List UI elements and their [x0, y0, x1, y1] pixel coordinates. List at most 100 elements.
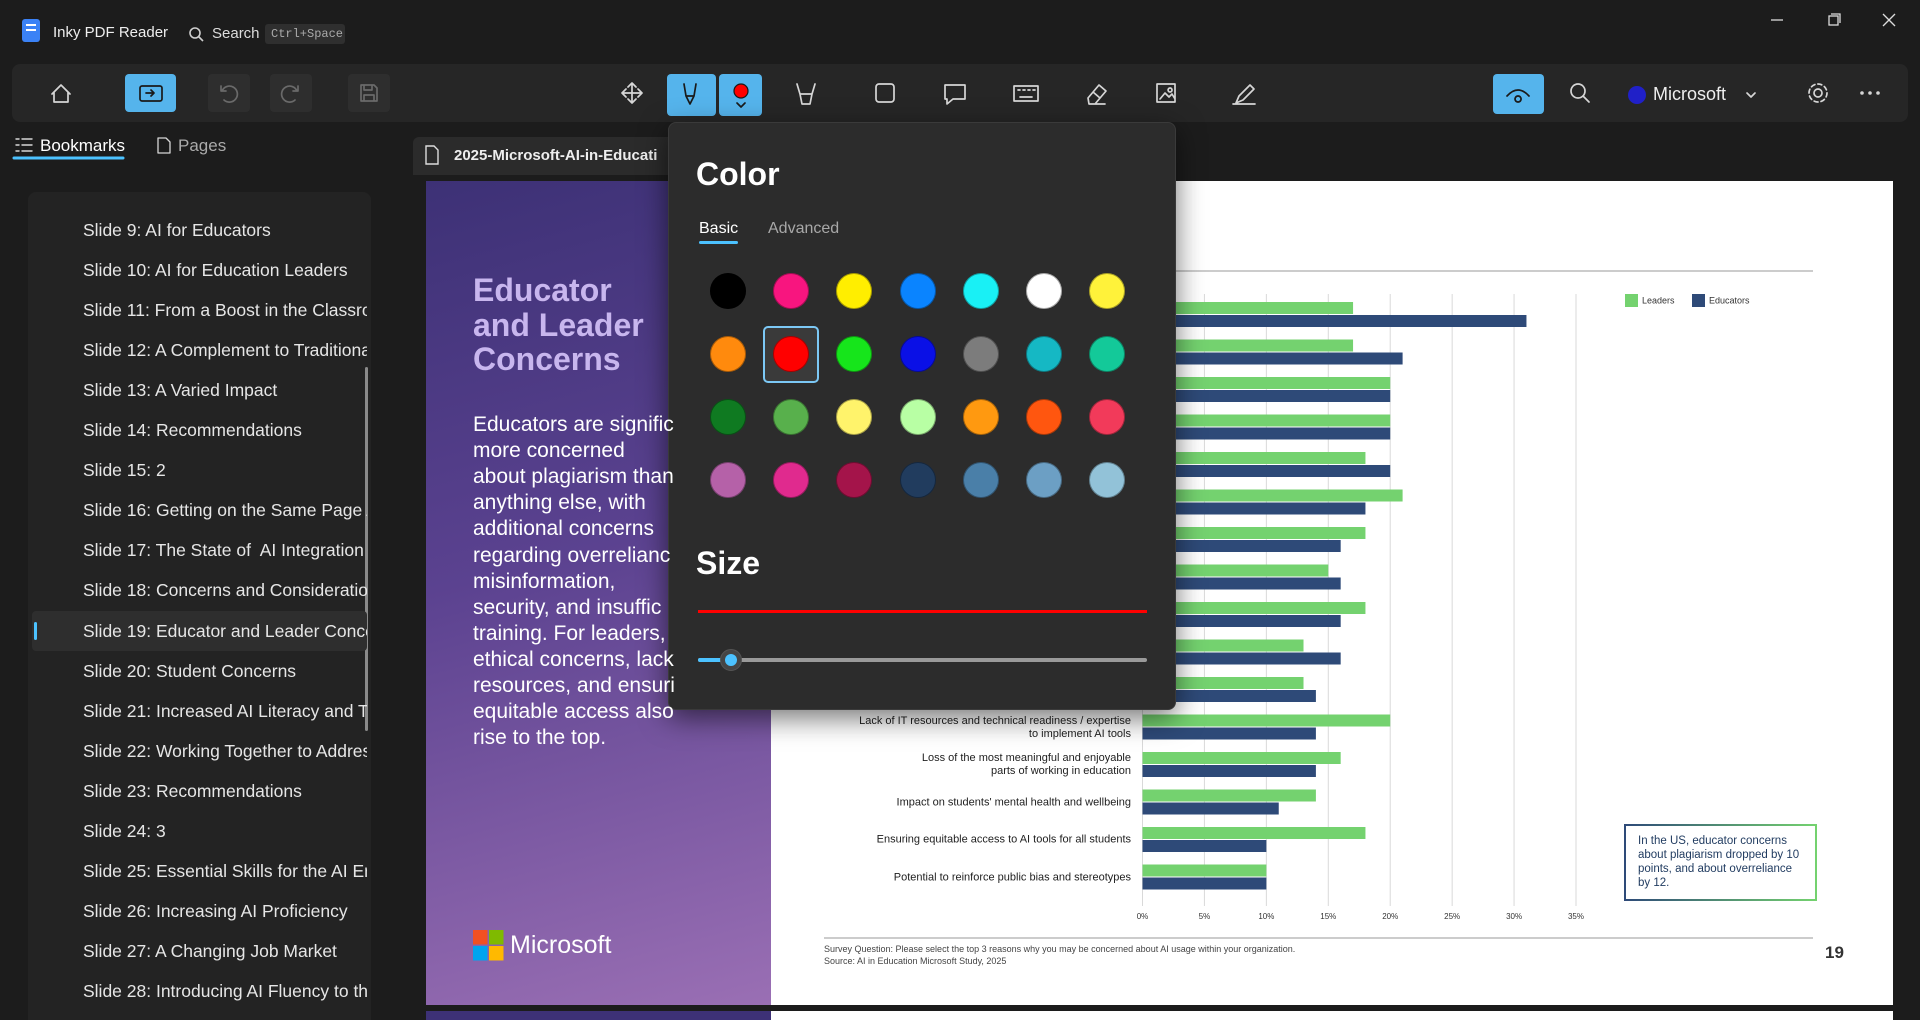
category-label: Ensuring equitable access to AI tools fo…: [876, 833, 1131, 846]
bar: [1142, 577, 1341, 590]
bookmark-item[interactable]: Slide 15: 2: [83, 460, 166, 481]
color-swatch[interactable]: [836, 399, 873, 435]
color-swatch[interactable]: [962, 399, 999, 435]
view-mode-button[interactable]: [1493, 74, 1544, 114]
popup-tab-underline: [699, 241, 738, 244]
color-swatch[interactable]: [1026, 273, 1062, 309]
bookmark-item[interactable]: Slide 16: Getting on the Same Page A: [83, 500, 367, 521]
sidebar-tab[interactable]: Bookmarks: [40, 136, 126, 155]
color-swatch[interactable]: [773, 462, 810, 498]
bar: [1142, 765, 1316, 777]
sidebar-tab[interactable]: Pages: [178, 136, 227, 155]
color-swatch[interactable]: [710, 399, 746, 435]
color-swatch[interactable]: [1026, 462, 1062, 498]
popup-tab[interactable]: Advanced: [768, 220, 840, 237]
bookmark-item[interactable]: Slide 22: Working Together to Addres: [83, 740, 367, 761]
size-slider-track[interactable]: [698, 658, 1147, 662]
color-swatch[interactable]: [836, 273, 873, 309]
color-swatch[interactable]: [899, 336, 936, 372]
bookmark-item[interactable]: Slide 26: Increasing AI Proficiency: [83, 900, 348, 921]
highlighter-tool[interactable]: [796, 83, 816, 105]
bookmark-item[interactable]: Slide 13: A Varied Impact: [83, 380, 278, 401]
bookmark-item[interactable]: Slide 21: Increased AI Literacy and Tra: [83, 700, 367, 721]
bar: [1142, 540, 1341, 552]
bookmark-item[interactable]: Slide 10: AI for Education Leaders: [83, 260, 348, 281]
color-swatch[interactable]: [962, 462, 999, 498]
undo-button[interactable]: [220, 85, 239, 103]
color-swatch[interactable]: [1089, 399, 1126, 435]
bookmark-item[interactable]: Slide 17: The State of AI Integration: [83, 540, 364, 561]
bar: [1142, 864, 1267, 877]
color-swatch[interactable]: [773, 273, 810, 309]
bar: [1142, 427, 1391, 440]
bookmark-item[interactable]: Slide 18: Concerns and Consideration: [83, 580, 367, 601]
color-swatch[interactable]: [773, 399, 810, 435]
shape-tool[interactable]: [875, 83, 895, 103]
document-tab[interactable]: [413, 137, 713, 175]
color-swatch[interactable]: [710, 273, 746, 309]
search-box[interactable]: Search: [212, 25, 260, 42]
color-swatch[interactable]: [773, 336, 810, 372]
body-line: about plagiarism than: [473, 465, 674, 489]
bar: [1142, 339, 1354, 352]
bar: [1142, 564, 1329, 577]
color-swatch[interactable]: [962, 336, 999, 372]
popup-tab[interactable]: Basic: [699, 220, 739, 237]
eraser-tool[interactable]: [1087, 84, 1107, 105]
bookmark-item[interactable]: Slide 19: Educator and Leader Concer: [83, 620, 367, 641]
bookmark-item[interactable]: Slide 23: Recommendations: [83, 780, 302, 801]
color-swatch[interactable]: [710, 336, 746, 372]
pen-tool-active[interactable]: [667, 74, 716, 116]
image-tool[interactable]: [1156, 83, 1176, 103]
bookmark-item[interactable]: Slide 24: 3: [83, 820, 166, 841]
bookmark-item[interactable]: Slide 11: From a Boost in the Classroo: [83, 300, 367, 321]
color-swatch[interactable]: [962, 273, 999, 309]
color-swatch[interactable]: [1026, 336, 1062, 372]
chart-annotation: In the US, educator concerns about plagi…: [1624, 824, 1817, 901]
bookmark-item[interactable]: Slide 27: A Changing Job Market: [83, 940, 337, 961]
comment-tool[interactable]: [944, 84, 966, 105]
save-button[interactable]: [360, 84, 378, 102]
bookmark-item[interactable]: Slide 14: Recommendations: [83, 420, 302, 441]
toolbar: [12, 64, 1908, 122]
color-swatch[interactable]: [899, 399, 936, 435]
app-icon: [22, 19, 40, 42]
keyboard-tool[interactable]: [1013, 85, 1039, 102]
heading-line: Concerns: [473, 341, 621, 377]
legend-swatch: [1625, 294, 1638, 307]
color-swatch[interactable]: [1089, 273, 1126, 309]
bookmark-item[interactable]: Slide 25: Essential Skills for the AI Er…: [83, 860, 367, 881]
bar: [1142, 602, 1366, 614]
x-tick-label: 5%: [1199, 912, 1211, 921]
bookmark-item[interactable]: Slide 28: Introducing AI Fluency to th: [83, 980, 367, 1001]
select-tool[interactable]: [621, 82, 643, 104]
color-swatch[interactable]: [836, 462, 873, 498]
body-line: Educators are signific: [473, 413, 674, 436]
color-swatch[interactable]: [836, 336, 873, 372]
window-controls[interactable]: [1771, 13, 1896, 27]
color-swatch[interactable]: [710, 462, 746, 498]
sign-tool[interactable]: [1232, 84, 1256, 105]
thumb-center: [725, 654, 737, 666]
account-chevron[interactable]: [1746, 92, 1756, 98]
more-button[interactable]: [1860, 91, 1880, 95]
bookmark-item[interactable]: Slide 12: A Complement to Traditiona: [83, 340, 367, 361]
home-button[interactable]: [51, 84, 71, 103]
color-swatch[interactable]: [1089, 462, 1126, 498]
page-number: 19: [1825, 943, 1844, 962]
color-swatch[interactable]: [899, 462, 936, 498]
size-slider-thumb[interactable]: [720, 649, 742, 671]
color-swatch[interactable]: [1089, 336, 1126, 372]
account-name[interactable]: Microsoft: [1653, 84, 1727, 104]
account-avatar[interactable]: [1628, 86, 1646, 104]
color-swatch[interactable]: [899, 273, 936, 309]
redo-button[interactable]: [280, 85, 299, 103]
bookmark-item[interactable]: Slide 9: AI for Educators: [83, 220, 271, 240]
size-preview: [698, 610, 1147, 613]
settings-button[interactable]: [1808, 83, 1828, 103]
color-swatch[interactable]: [1026, 399, 1062, 435]
find-button[interactable]: [1570, 83, 1590, 103]
scrollbar[interactable]: [365, 367, 368, 731]
bookmark-item[interactable]: Slide 20: Student Concerns: [83, 660, 297, 681]
